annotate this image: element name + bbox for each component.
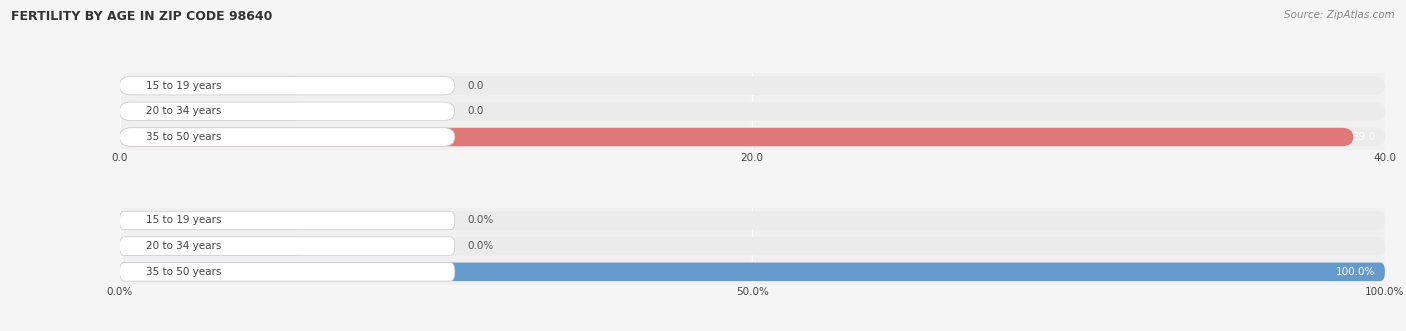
FancyBboxPatch shape [120, 76, 456, 95]
Text: 20 to 34 years: 20 to 34 years [146, 241, 222, 251]
FancyBboxPatch shape [120, 237, 1385, 256]
FancyBboxPatch shape [120, 128, 456, 146]
Text: 15 to 19 years: 15 to 19 years [146, 81, 222, 91]
FancyBboxPatch shape [120, 211, 456, 230]
Text: 0.0: 0.0 [468, 81, 484, 91]
Text: 35 to 50 years: 35 to 50 years [146, 132, 222, 142]
Text: 0.0%: 0.0% [468, 215, 494, 225]
FancyBboxPatch shape [120, 237, 304, 256]
FancyBboxPatch shape [120, 262, 456, 281]
Text: 100.0%: 100.0% [1336, 267, 1375, 277]
FancyBboxPatch shape [120, 102, 304, 120]
Text: 39.0: 39.0 [1351, 132, 1375, 142]
FancyBboxPatch shape [120, 102, 1385, 120]
FancyBboxPatch shape [120, 128, 1385, 146]
Text: Source: ZipAtlas.com: Source: ZipAtlas.com [1284, 10, 1395, 20]
FancyBboxPatch shape [120, 237, 456, 256]
Text: 20 to 34 years: 20 to 34 years [146, 106, 222, 116]
FancyBboxPatch shape [120, 128, 1354, 146]
FancyBboxPatch shape [120, 211, 1385, 230]
Text: 0.0: 0.0 [468, 106, 484, 116]
FancyBboxPatch shape [120, 211, 304, 230]
FancyBboxPatch shape [120, 76, 1385, 95]
FancyBboxPatch shape [120, 262, 1385, 281]
FancyBboxPatch shape [120, 262, 1385, 281]
Text: FERTILITY BY AGE IN ZIP CODE 98640: FERTILITY BY AGE IN ZIP CODE 98640 [11, 10, 273, 23]
Text: 0.0%: 0.0% [468, 241, 494, 251]
FancyBboxPatch shape [120, 76, 304, 95]
FancyBboxPatch shape [120, 102, 456, 120]
Text: 35 to 50 years: 35 to 50 years [146, 267, 222, 277]
Text: 15 to 19 years: 15 to 19 years [146, 215, 222, 225]
